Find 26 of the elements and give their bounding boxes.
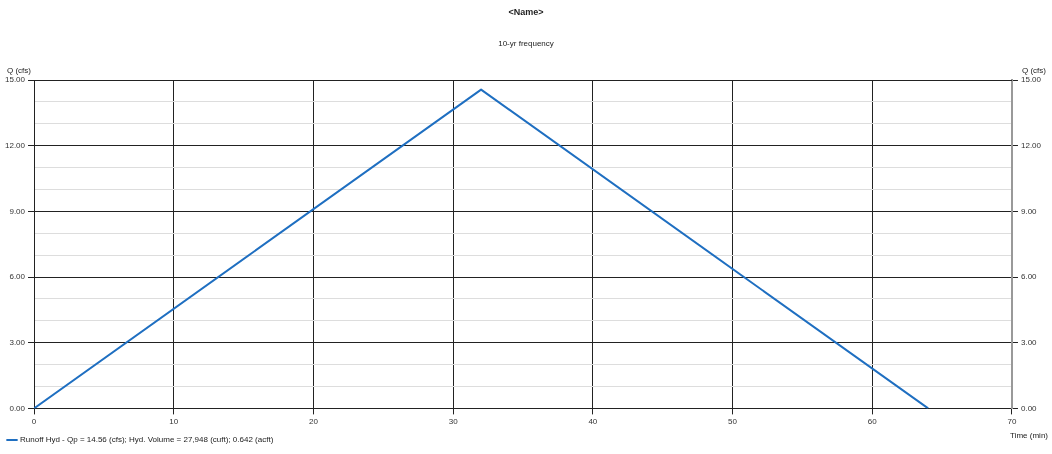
y2-tick-label: 12.00 <box>1020 140 1042 150</box>
chart-subtitle: 10-yr frequency <box>497 39 555 48</box>
x-tick-label: 60 <box>867 417 878 427</box>
y-tick-label: 0.00 <box>9 403 26 413</box>
y-tick-label: 3.00 <box>9 337 26 347</box>
x-tick-label: 30 <box>448 417 459 427</box>
y-axis-title: Q (cfs) <box>7 66 31 75</box>
x-tick-label: 50 <box>728 417 738 427</box>
x-tick-label: 10 <box>169 417 179 427</box>
y2-tick-label: 6.00 <box>1020 272 1038 282</box>
y-tick-label: 9.00 <box>9 206 26 216</box>
y-tick-label: 6.00 <box>9 272 26 282</box>
chart-title: <Name> <box>507 7 545 17</box>
x-tick-label: 70 <box>1007 417 1017 427</box>
y2-tick-label: 3.00 <box>1020 337 1038 347</box>
x-tick-label: 20 <box>308 417 319 427</box>
y2-tick-label: 0.00 <box>1020 403 1038 413</box>
y-tick-label: 12.00 <box>4 140 26 150</box>
legend-label: Runoff Hyd - Qp = 14.56 (cfs); Hyd. Volume = 27,948 (cuft); 0.642 (acft) <box>20 435 274 445</box>
y2-tick-label: 9.00 <box>1020 206 1038 216</box>
y-tick-label: 15.00 <box>4 75 26 85</box>
y2-axis-title: Q (cfs) <box>1022 66 1046 75</box>
x-tick-label: 0 <box>31 417 37 427</box>
x-axis-title: Time (min) <box>1010 431 1048 440</box>
x-tick-label: 40 <box>588 417 598 427</box>
y2-tick-label: 15.00 <box>1020 75 1042 85</box>
